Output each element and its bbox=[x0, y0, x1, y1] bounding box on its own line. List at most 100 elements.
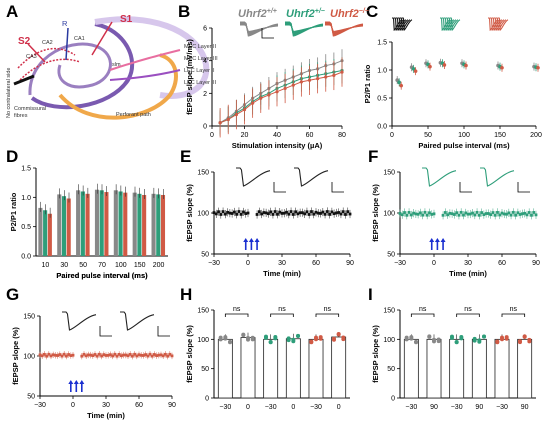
data-point bbox=[303, 212, 307, 216]
data-point bbox=[482, 213, 486, 217]
data-point bbox=[264, 211, 268, 215]
data-point-ko bbox=[517, 339, 522, 344]
x-tick-label: 0 bbox=[210, 132, 214, 139]
data-point bbox=[414, 212, 418, 216]
data-point bbox=[40, 354, 44, 358]
y-tick-label: 150 bbox=[23, 314, 35, 321]
data-point bbox=[82, 352, 86, 356]
data-point bbox=[164, 352, 167, 356]
data-point bbox=[271, 213, 275, 216]
lec-path-purple bbox=[109, 69, 181, 81]
data-point-ko bbox=[259, 96, 263, 100]
data-point bbox=[450, 212, 454, 216]
data-point bbox=[56, 354, 59, 357]
panel-label-f: F bbox=[368, 147, 378, 166]
data-point bbox=[282, 211, 286, 215]
perforant-path-label: Perforant path bbox=[116, 112, 151, 118]
x-tick-label: −30 bbox=[394, 260, 406, 267]
data-point bbox=[477, 213, 481, 217]
data-point-het bbox=[482, 334, 487, 339]
data-point bbox=[500, 211, 504, 215]
significance-label: ns bbox=[233, 306, 241, 313]
data-point-het bbox=[477, 338, 482, 343]
mec-path-pink bbox=[109, 49, 181, 71]
data-point bbox=[87, 353, 90, 357]
x-tick-label: 100 bbox=[458, 132, 470, 139]
data-point-ko bbox=[275, 90, 279, 94]
y-tick-label: 0.5 bbox=[377, 96, 387, 103]
electrode-black bbox=[13, 74, 35, 86]
data-point-ko bbox=[291, 83, 295, 87]
panel-i: 0 50 100 150 fEPSP slope (%) −30 90 −30 90 −30 90 n… bbox=[371, 306, 536, 411]
panel-d: 0.0 0.5 1.0 1.5 Paired pulse interval (ms) P2… bbox=[9, 166, 168, 280]
data-point-wt bbox=[218, 335, 223, 340]
data-point-het bbox=[454, 340, 459, 345]
bar-wt bbox=[57, 194, 62, 256]
data-point-het bbox=[472, 338, 477, 343]
data-point bbox=[464, 211, 468, 215]
data-point bbox=[409, 213, 413, 217]
pp-trace bbox=[450, 17, 461, 31]
significance-bracket bbox=[501, 313, 526, 317]
perforant-path-orange bbox=[58, 53, 178, 120]
y-tick-label: 50 bbox=[201, 252, 209, 259]
data-point-wt bbox=[228, 339, 233, 344]
data-point bbox=[530, 213, 533, 217]
data-point bbox=[341, 210, 345, 214]
significance-bracket bbox=[315, 313, 340, 317]
commissural-label-2: fibres bbox=[14, 113, 28, 119]
data-point bbox=[80, 354, 84, 358]
bar-ko bbox=[47, 213, 52, 256]
bar-het bbox=[137, 193, 142, 256]
bar-wt bbox=[94, 189, 100, 256]
significance-bracket bbox=[456, 313, 480, 317]
y-tick-label: 150 bbox=[383, 308, 395, 315]
data-point bbox=[161, 354, 165, 358]
data-point bbox=[475, 210, 479, 214]
data-point bbox=[525, 213, 529, 217]
data-point-ko bbox=[442, 63, 447, 67]
data-point bbox=[511, 210, 515, 214]
bar-het bbox=[80, 191, 85, 256]
data-point bbox=[67, 353, 70, 356]
bar-wt bbox=[38, 207, 43, 256]
data-point bbox=[489, 213, 493, 217]
data-point-wt bbox=[414, 339, 419, 344]
data-point bbox=[242, 210, 245, 214]
hfs-arrow-head bbox=[73, 380, 79, 384]
data-point-ko bbox=[500, 65, 504, 70]
data-point-ko bbox=[527, 339, 532, 344]
data-point bbox=[257, 210, 261, 214]
x-tick-label: 90 bbox=[532, 260, 540, 267]
data-point bbox=[113, 352, 117, 356]
x-tick-label: −30 bbox=[451, 404, 463, 411]
data-point bbox=[310, 210, 313, 213]
x-tick-label: 40 bbox=[273, 132, 281, 139]
data-point-het bbox=[286, 338, 291, 343]
contra-label: No contralateral side bbox=[6, 68, 12, 118]
x-tick-label: 0 bbox=[390, 132, 394, 139]
data-point bbox=[428, 211, 431, 215]
data-point bbox=[278, 210, 282, 214]
significance-label: ns bbox=[464, 306, 472, 313]
data-point bbox=[148, 352, 152, 356]
significance-bracket bbox=[270, 313, 294, 317]
data-point bbox=[455, 211, 459, 215]
data-point bbox=[405, 213, 409, 217]
data-point-wt bbox=[436, 337, 441, 342]
scale-bar bbox=[331, 182, 344, 193]
scale-bar bbox=[273, 182, 286, 193]
data-point bbox=[269, 210, 273, 214]
x-tick-label: 200 bbox=[530, 132, 542, 139]
data-point-ko bbox=[309, 340, 314, 345]
data-point bbox=[235, 212, 239, 216]
data-point bbox=[58, 353, 62, 356]
x-axis-title: Paired pulse interval (ms) bbox=[56, 271, 148, 280]
data-point bbox=[468, 212, 472, 216]
data-point bbox=[446, 213, 449, 217]
data-point bbox=[146, 354, 150, 358]
series-line-ko bbox=[219, 71, 343, 124]
x-tick-label: 50 bbox=[424, 132, 432, 139]
y-tick-label: 50 bbox=[201, 366, 209, 373]
significance-label: ns bbox=[419, 306, 427, 313]
